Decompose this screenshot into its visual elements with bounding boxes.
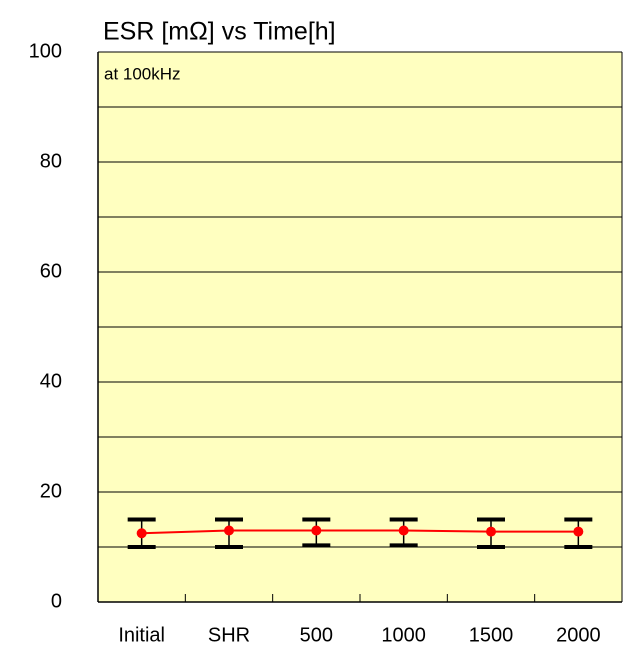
point xyxy=(486,526,496,537)
y-tick-label: 0 xyxy=(51,590,62,612)
x-tick-label: 500 xyxy=(300,624,333,646)
y-tick-label: 60 xyxy=(40,260,62,282)
annotation: at 100kHz xyxy=(104,64,181,83)
y-tick-label: 40 xyxy=(40,370,62,392)
point xyxy=(311,525,322,536)
x-tick-label: SHR xyxy=(208,624,250,646)
series-line xyxy=(141,529,579,535)
point xyxy=(224,525,234,536)
chart-title: ESR [mΩ] vs Time[h] xyxy=(103,18,336,46)
point xyxy=(398,525,409,536)
x-tick-label: 1500 xyxy=(469,624,514,646)
y-tick-label: 20 xyxy=(40,480,62,502)
x-tick-label: Initial xyxy=(118,624,165,646)
point xyxy=(136,528,147,539)
point xyxy=(573,526,584,537)
y-tick-label: 80 xyxy=(40,150,62,172)
x-tick-label: 1000 xyxy=(381,624,426,646)
x-tick-label: 2000 xyxy=(556,624,601,646)
y-tick-label: 100 xyxy=(29,40,62,62)
